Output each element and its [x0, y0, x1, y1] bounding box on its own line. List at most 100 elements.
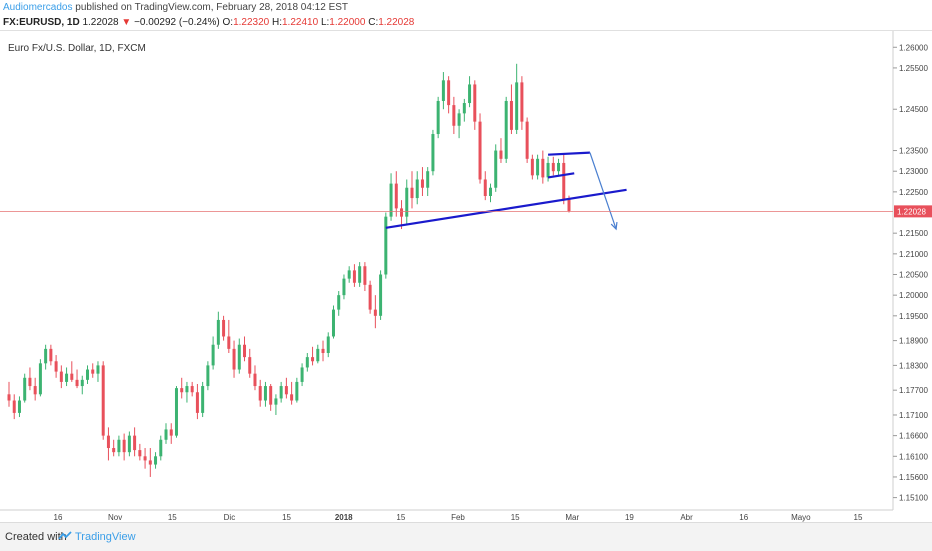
x-tick-label: Abr — [680, 513, 693, 522]
candle-body — [515, 82, 519, 130]
candle-body — [54, 361, 58, 372]
candle-body — [101, 365, 105, 436]
candle-body — [426, 171, 430, 188]
candle-body — [28, 377, 32, 387]
candle-body — [49, 348, 53, 362]
candle-body — [138, 450, 142, 457]
candle-body — [473, 84, 477, 122]
chart-area[interactable]: Euro Fx/U.S. Dollar, 1D, FXCM 1.26000 1.25… — [0, 30, 932, 523]
candle-body — [305, 357, 309, 368]
symbol-info: FX:EURUSD, 1D 1.22028 ▼ −0.00292 (−0.24%… — [3, 17, 414, 28]
x-tick-label: 16 — [54, 513, 63, 522]
price-chart[interactable]: Euro Fx/U.S. Dollar, 1D, FXCM 1.26000 1.25… — [0, 31, 932, 523]
y-tick-label: 1.21000 — [899, 250, 928, 259]
change-value: −0.00292 (−0.24%) — [134, 17, 220, 28]
candle-body — [96, 365, 100, 374]
candle-body — [159, 439, 163, 457]
candle-body — [227, 336, 231, 349]
x-tick-label: 15 — [282, 513, 291, 522]
x-tick-label: Nov — [108, 513, 122, 522]
candle-body — [274, 398, 278, 405]
x-tick-label: 15 — [396, 513, 405, 522]
candle-body — [44, 348, 48, 364]
low-value: 1.22000 — [329, 17, 366, 28]
x-tick-label: Mayo — [791, 513, 811, 522]
close-label: C: — [368, 17, 379, 28]
y-tick-label: 1.22500 — [899, 188, 928, 197]
candle-body — [311, 357, 315, 362]
candle-body — [300, 367, 304, 382]
candle-body — [174, 388, 178, 436]
candle-body — [394, 183, 398, 209]
candle-body — [352, 270, 356, 283]
x-tick-label: 15 — [511, 513, 520, 522]
candle-body — [373, 309, 377, 316]
candle-body — [541, 158, 545, 178]
y-tick-label: 1.17100 — [899, 411, 928, 420]
candle-body — [347, 270, 351, 279]
candle-body — [400, 208, 404, 217]
candle-body — [389, 183, 393, 217]
candle-body — [12, 400, 16, 413]
candle-body — [321, 348, 325, 353]
candle-body — [342, 278, 346, 296]
x-tick-label: Mar — [565, 513, 579, 522]
candle-body — [520, 82, 524, 122]
candle-body — [431, 134, 435, 172]
candle-body — [488, 187, 492, 196]
candle-body — [509, 100, 513, 130]
candle-body — [59, 371, 63, 382]
tradingview-logo-icon — [58, 531, 72, 540]
x-tick-label: Dic — [224, 513, 236, 522]
candle-body — [75, 379, 79, 387]
y-tick-label: 1.18300 — [899, 361, 928, 370]
candle-body — [7, 394, 11, 401]
candle-body — [337, 295, 341, 310]
candle-body — [551, 162, 555, 172]
candle-body — [457, 113, 461, 126]
created-with-text: Created with — [5, 531, 67, 543]
candle-body — [169, 429, 173, 436]
symbol-label: FX:EURUSD, 1D — [3, 17, 80, 28]
y-tick-label: 1.25500 — [899, 64, 928, 73]
y-tick-label: 1.15600 — [899, 473, 928, 482]
candle-body — [546, 162, 550, 178]
candle-body — [17, 400, 21, 413]
candle-body — [143, 456, 147, 461]
candle-body — [127, 435, 131, 453]
trend-line — [548, 151, 590, 156]
last-price-label: 1.22028 — [897, 207, 926, 216]
candle-body — [148, 460, 152, 465]
published-text: published on TradingView.com, February 2… — [75, 2, 349, 13]
candle-body — [420, 179, 424, 188]
candle-body — [295, 381, 299, 401]
candle-body — [441, 80, 445, 101]
candle-body — [405, 187, 409, 217]
candle-body — [447, 80, 451, 106]
candle-body — [557, 162, 561, 172]
tradingview-brand-link[interactable]: TradingView — [75, 531, 136, 543]
candle-body — [562, 162, 566, 200]
candle-body — [269, 386, 273, 405]
open-value: 1.22320 — [233, 17, 270, 28]
candle-body — [195, 392, 199, 413]
candle-body — [326, 336, 330, 353]
x-tick-label: 2018 — [335, 513, 353, 522]
candle-body — [363, 266, 367, 285]
candle-body — [536, 158, 540, 176]
x-tick-label: 15 — [168, 513, 177, 522]
candle-body — [222, 319, 226, 337]
close-value: 1.22028 — [378, 17, 415, 28]
author-link[interactable]: Audiomercados — [3, 2, 73, 13]
candle-body — [33, 386, 37, 395]
candle-body — [164, 429, 168, 440]
candle-body — [478, 121, 482, 180]
trend-line — [547, 172, 575, 179]
candle-body — [232, 348, 236, 370]
candle-body — [185, 386, 189, 393]
candle-body — [248, 357, 252, 374]
candle-body — [106, 435, 110, 449]
candle-body — [530, 158, 534, 176]
candle-body — [180, 388, 184, 393]
candle-body — [133, 435, 137, 451]
